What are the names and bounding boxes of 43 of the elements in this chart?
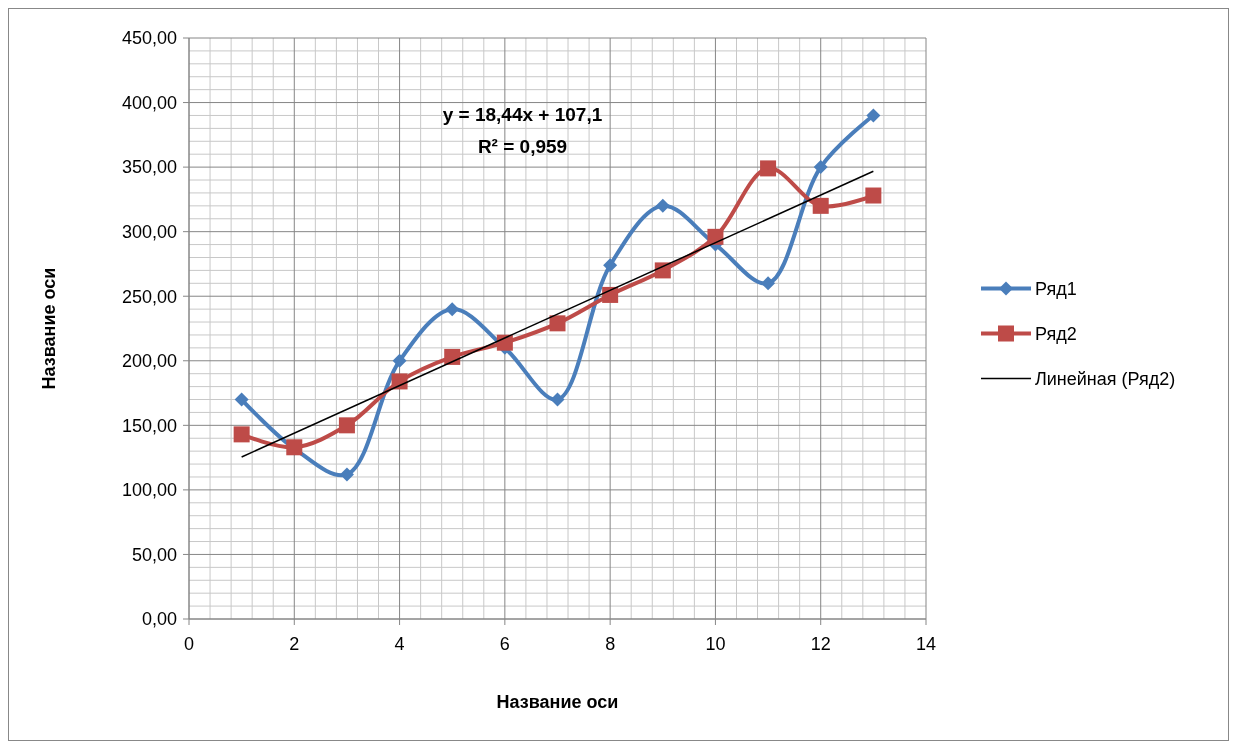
x-tick-label: 0 [183,634,195,654]
y-axis-title: Название оси [39,267,59,390]
y-tick-label: 450,00 [121,28,177,49]
x-tick-label: 10 [705,634,726,654]
x-tick-label: 12 [810,634,831,654]
y-tick-label: 200,00 [121,351,177,372]
point [234,392,249,407]
point [338,417,355,434]
y-tick-label: 0,00 [141,609,177,630]
point [655,198,670,213]
x-tick-label: 8 [605,634,616,654]
point [339,467,354,482]
point [813,160,828,175]
point [233,426,250,443]
y-tick-label: 50,00 [131,544,177,565]
point [761,276,776,291]
point [603,258,618,273]
y-tick-label: 150,00 [121,415,177,436]
point [549,315,566,332]
point [812,197,829,214]
legend-label: Линейная (Ряд2) [1035,368,1176,389]
point [865,187,882,204]
y-tick-label: 100,00 [121,480,177,501]
annotation: R² = 0,959 [477,136,568,157]
x-tick-label: 2 [289,634,300,654]
annotation: y = 18,44x + 107,1 [442,104,603,125]
point [707,228,724,245]
point [550,392,565,407]
point [392,353,407,368]
point [496,334,513,351]
x-axis-title: Название оси [496,692,619,712]
x-tick-label: 4 [394,634,405,654]
legend-label: Ряд1 [1035,278,1077,299]
legend-label: Ряд2 [1035,323,1077,344]
x-tick-label: 14 [915,634,937,654]
x-tick-label: 6 [499,634,510,654]
point [866,108,881,123]
point [760,160,777,177]
y-tick-label: 400,00 [121,92,177,113]
y-tick-label: 250,00 [121,286,177,307]
point [445,302,460,317]
y-tick-label: 300,00 [121,221,177,242]
y-tick-label: 350,00 [121,157,177,178]
